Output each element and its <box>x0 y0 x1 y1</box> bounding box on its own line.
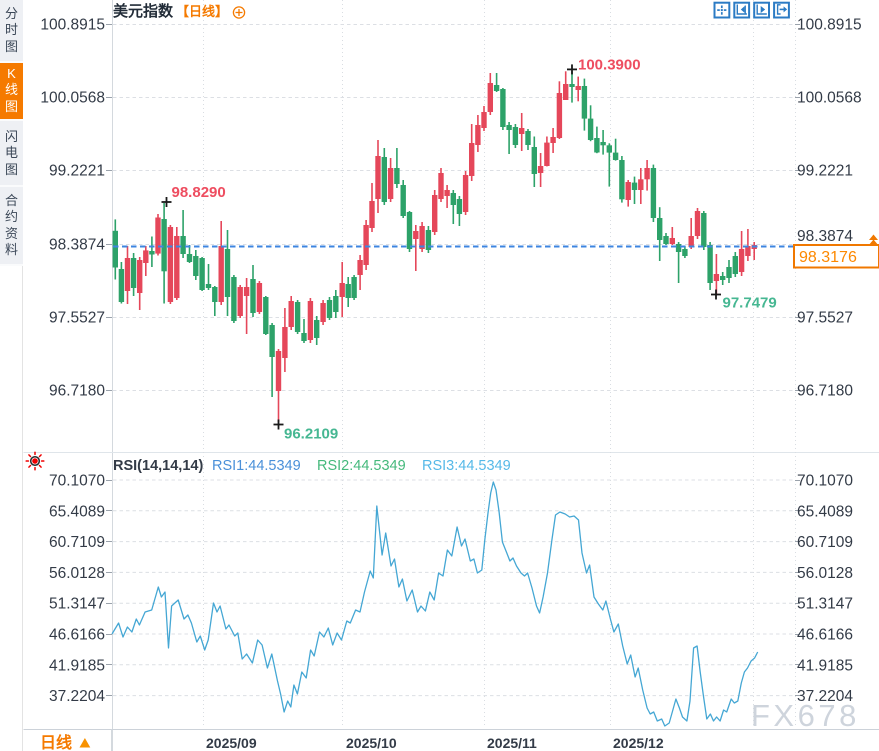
svg-text:99.2221: 99.2221 <box>797 163 853 180</box>
svg-text:37.2204: 37.2204 <box>797 688 853 705</box>
svg-text:37.2204: 37.2204 <box>49 688 105 705</box>
svg-text:41.9185: 41.9185 <box>49 657 105 674</box>
svg-text:98.3176: 98.3176 <box>799 249 857 266</box>
svg-text:97.5527: 97.5527 <box>797 310 853 327</box>
svg-text:美元指数: 美元指数 <box>113 2 174 20</box>
svg-text:2025/09: 2025/09 <box>206 735 257 751</box>
svg-text:70.1070: 70.1070 <box>797 473 853 490</box>
svg-text:60.7109: 60.7109 <box>49 534 105 551</box>
svg-text:97.5527: 97.5527 <box>49 310 105 327</box>
svg-text:98.3874: 98.3874 <box>797 228 853 245</box>
svg-text:RSI1:44.5349: RSI1:44.5349 <box>212 458 301 474</box>
svg-text:98.8290: 98.8290 <box>172 184 226 201</box>
svg-text:65.4089: 65.4089 <box>49 503 105 520</box>
svg-text:RSI3:44.5349: RSI3:44.5349 <box>422 458 511 474</box>
svg-text:51.3147: 51.3147 <box>797 596 853 613</box>
svg-text:100.0568: 100.0568 <box>797 90 862 107</box>
svg-text:98.3874: 98.3874 <box>49 237 105 254</box>
svg-text:56.0128: 56.0128 <box>49 565 105 582</box>
svg-text:FX678: FX678 <box>751 698 860 733</box>
svg-text:96.2109: 96.2109 <box>284 426 338 443</box>
svg-text:RSI2:44.5349: RSI2:44.5349 <box>317 458 406 474</box>
svg-text:2025/12: 2025/12 <box>613 735 664 751</box>
svg-text:65.4089: 65.4089 <box>797 503 853 520</box>
svg-text:97.7479: 97.7479 <box>723 295 777 312</box>
svg-text:46.6166: 46.6166 <box>797 627 853 644</box>
svg-text:日线: 日线 <box>40 733 72 751</box>
svg-text:99.2221: 99.2221 <box>49 163 105 180</box>
svg-text:100.8915: 100.8915 <box>40 17 105 34</box>
svg-text:【日线】: 【日线】 <box>176 4 228 19</box>
svg-text:56.0128: 56.0128 <box>797 565 853 582</box>
svg-text:100.3900: 100.3900 <box>578 57 641 74</box>
svg-text:70.1070: 70.1070 <box>49 473 105 490</box>
svg-text:46.6166: 46.6166 <box>49 627 105 644</box>
svg-text:2025/10: 2025/10 <box>346 735 397 751</box>
svg-text:60.7109: 60.7109 <box>797 534 853 551</box>
svg-text:100.8915: 100.8915 <box>797 17 862 34</box>
svg-text:96.7180: 96.7180 <box>49 383 105 400</box>
svg-text:41.9185: 41.9185 <box>797 657 853 674</box>
svg-text:RSI(14,14,14): RSI(14,14,14) <box>113 458 203 474</box>
svg-text:2025/11: 2025/11 <box>487 735 537 751</box>
svg-text:96.7180: 96.7180 <box>797 383 853 400</box>
svg-text:100.0568: 100.0568 <box>40 90 105 107</box>
svg-text:51.3147: 51.3147 <box>49 596 105 613</box>
